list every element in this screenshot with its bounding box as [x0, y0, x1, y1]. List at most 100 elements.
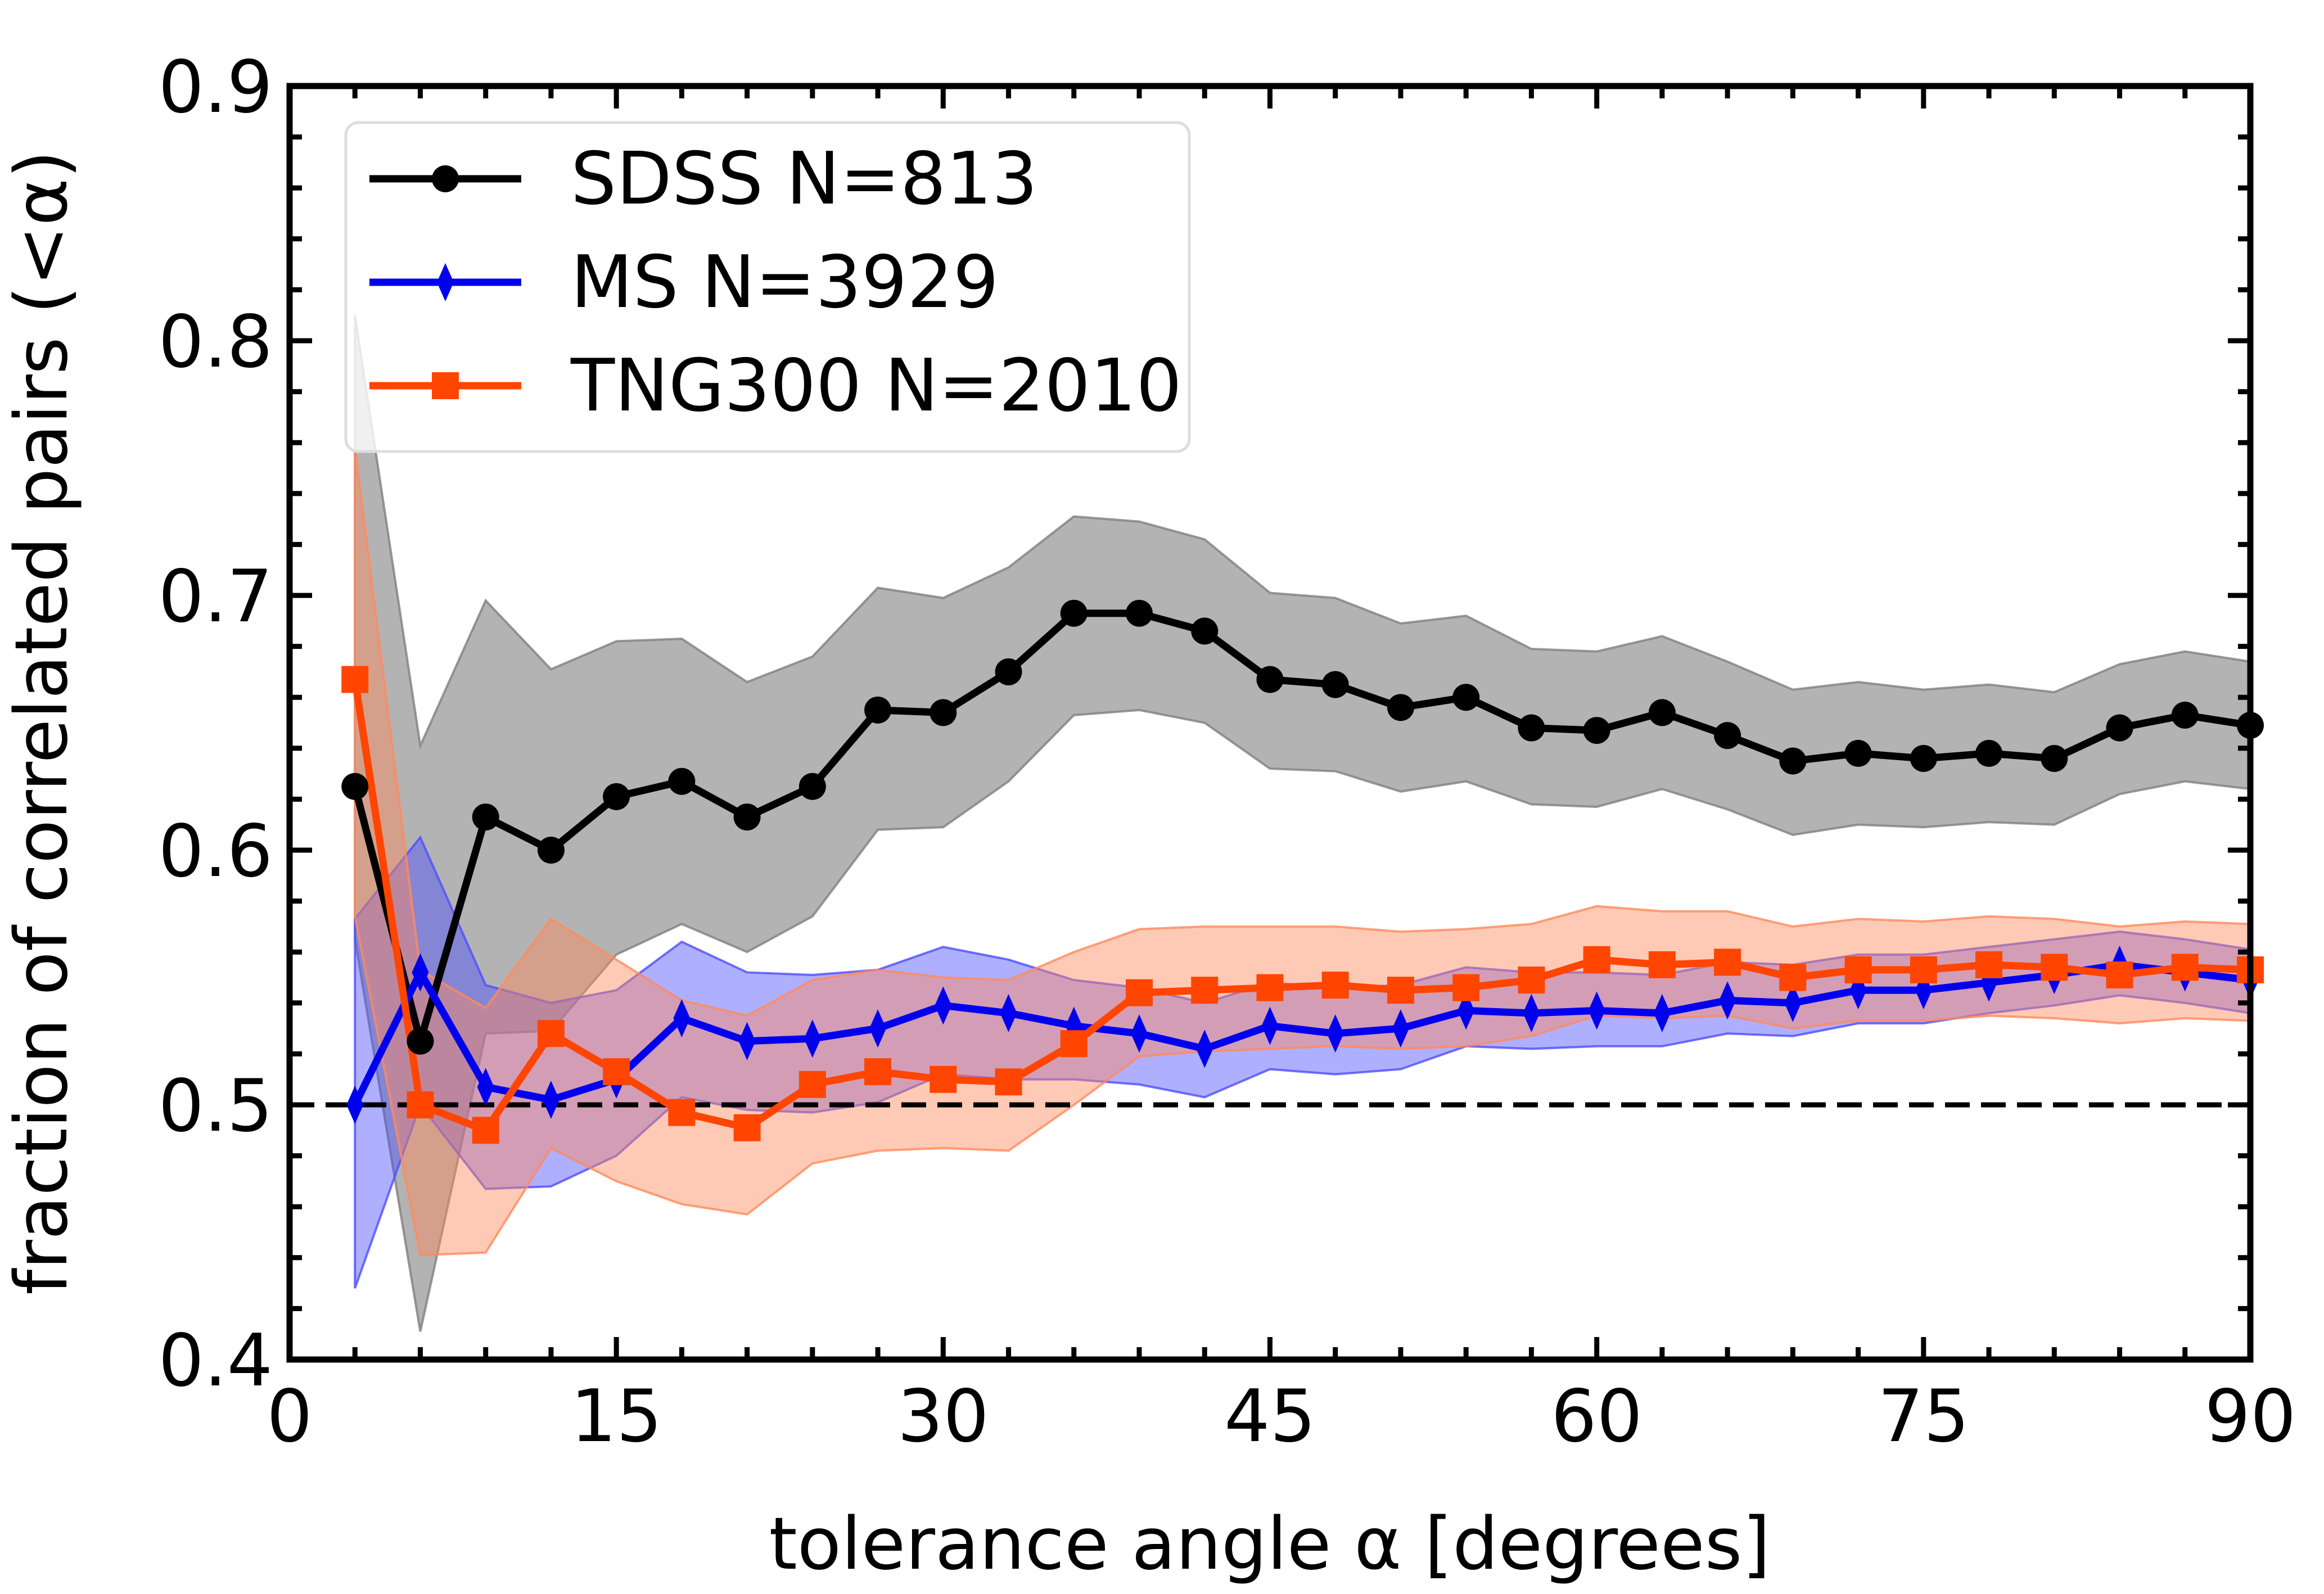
y-tick-label: 0.6: [158, 810, 273, 893]
point-sdss: [1583, 717, 1610, 744]
point-tng300: [1126, 979, 1153, 1006]
x-tick-label: 90: [2205, 1375, 2296, 1458]
x-tick-label: 0: [267, 1375, 312, 1458]
legend-diamond-marker-icon: [437, 263, 454, 301]
confidence-bands: [354, 315, 2250, 1332]
point-tng300: [2106, 961, 2133, 988]
point-ms: [477, 1068, 494, 1107]
point-sdss: [1387, 694, 1414, 721]
point-sdss: [2041, 744, 2068, 772]
series-markers: [341, 599, 2264, 1144]
y-tick-label: 0.9: [158, 46, 273, 129]
legend-label-tng300: TNG300 N=2010: [570, 344, 1182, 428]
point-tng300: [603, 1058, 630, 1086]
point-tng300: [1714, 949, 1741, 976]
point-sdss: [1648, 699, 1676, 726]
x-axis-label: tolerance angle α [degrees]: [769, 1502, 1771, 1586]
point-sdss: [603, 783, 630, 810]
point-ms: [1784, 983, 1802, 1022]
x-tick-label: 75: [1878, 1375, 1969, 1458]
point-tng300: [1779, 964, 1807, 991]
point-tng300: [1910, 956, 1937, 983]
point-tng300: [1060, 1030, 1087, 1058]
point-sdss: [1191, 617, 1219, 645]
point-sdss: [668, 767, 696, 795]
point-sdss: [537, 837, 565, 864]
point-ms: [346, 1086, 364, 1124]
point-tng300: [995, 1068, 1022, 1096]
point-ms: [935, 986, 952, 1025]
y-tick-label: 0.7: [158, 555, 273, 639]
point-sdss: [2106, 714, 2133, 742]
point-tng300: [798, 1071, 826, 1098]
point-sdss: [1844, 739, 1872, 767]
point-tng300: [1191, 977, 1219, 1004]
band-tng300: [354, 448, 2250, 1257]
point-sdss: [472, 803, 499, 831]
point-sdss: [1910, 744, 1937, 772]
point-sdss: [1126, 599, 1153, 627]
point-tng300: [1648, 951, 1676, 978]
point-ms: [1719, 981, 1736, 1020]
point-tng300: [1387, 977, 1414, 1004]
point-sdss: [1779, 747, 1807, 775]
legend-entry-tng300: TNG300 N=2010: [369, 344, 1182, 428]
legend: SDSS N=813 MS N=3929 TNG300 N=2010: [344, 121, 1191, 453]
point-sdss: [341, 773, 369, 800]
point-sdss: [733, 803, 761, 831]
point-ms: [1000, 994, 1017, 1032]
band-sdss: [354, 315, 2250, 1332]
y-axis-label: fraction of correlated pairs (<α): [0, 150, 84, 1295]
y-tick-label: 0.4: [158, 1319, 273, 1403]
point-tng300: [733, 1114, 761, 1141]
legend-box: [344, 121, 1191, 453]
point-sdss: [995, 658, 1022, 685]
legend-label-ms: MS N=3929: [571, 241, 999, 324]
point-tng300: [1975, 951, 2003, 978]
ticks: [287, 83, 2253, 1362]
point-sdss: [1256, 666, 1284, 693]
point-sdss: [1321, 671, 1349, 698]
point-tng300: [1518, 967, 1545, 994]
point-tng300: [1452, 974, 1480, 1001]
point-tng300: [1844, 956, 1872, 983]
point-tng300: [864, 1058, 892, 1086]
point-ms: [1392, 1009, 1409, 1048]
point-ms: [1588, 991, 1605, 1030]
tick-labels: 0 15 30 45 60 75 90 0.4 0.5 0.6 0.7 0.8 0.9: [158, 46, 2296, 1458]
legend-square-marker-icon: [432, 372, 459, 399]
x-tick-label: 45: [1224, 1375, 1316, 1458]
point-ms: [1196, 1029, 1213, 1068]
point-tng300: [2171, 954, 2199, 981]
point-ms: [673, 999, 691, 1037]
point-sdss: [1060, 599, 1087, 627]
point-sdss: [798, 773, 826, 800]
point-tng300: [537, 1020, 565, 1047]
point-tng300: [668, 1099, 696, 1126]
point-tng300: [341, 666, 369, 693]
point-sdss: [407, 1027, 434, 1055]
point-ms: [1653, 994, 1671, 1032]
point-sdss: [1452, 684, 1480, 711]
point-sdss: [1714, 722, 1741, 749]
y-tick-label: 0.8: [158, 300, 273, 384]
legend-entry-ms: MS N=3929: [369, 241, 999, 324]
x-tick-label: 15: [571, 1375, 662, 1458]
point-ms: [804, 1019, 821, 1058]
x-tick-label: 60: [1551, 1375, 1642, 1458]
point-tng300: [472, 1117, 499, 1144]
point-ms: [738, 1022, 756, 1060]
point-sdss: [929, 699, 957, 726]
legend-label-sdss: SDSS N=813: [571, 137, 1037, 221]
point-ms: [1261, 1006, 1279, 1045]
point-sdss: [1518, 714, 1545, 742]
point-ms: [1523, 994, 1540, 1032]
point-sdss: [1975, 739, 2003, 767]
point-tng300: [407, 1091, 434, 1118]
x-tick-label: 30: [897, 1375, 989, 1458]
point-sdss: [864, 696, 892, 724]
legend-circle-marker-icon: [432, 165, 459, 192]
line-ms: [351, 961, 2251, 1107]
point-ms: [542, 1080, 559, 1119]
